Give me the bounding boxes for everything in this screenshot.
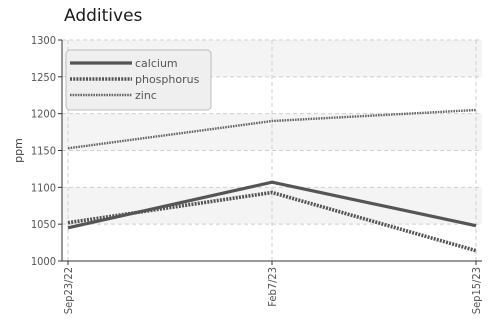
- y-tick-label: 1050: [31, 218, 56, 231]
- legend-label-phosphorus: phosphorus: [135, 73, 200, 86]
- y-tick-label: 1150: [31, 145, 56, 158]
- y-axis-label: ppm: [12, 138, 25, 163]
- y-tick-label: 1000: [31, 255, 56, 268]
- x-tick-label: Sep23/22: [62, 267, 75, 314]
- x-tick-label: Feb7/23: [266, 267, 279, 307]
- chart-title: Additives: [64, 6, 143, 26]
- legend-label-zinc: zinc: [135, 89, 157, 102]
- legend: calcium phosphorus zinc: [65, 49, 212, 111]
- legend-label-calcium: calcium: [135, 57, 178, 70]
- y-tick-label: 1250: [31, 71, 56, 84]
- y-tick-label: 1300: [31, 34, 56, 47]
- axes: [58, 39, 482, 265]
- y-tick-label: 1200: [31, 108, 56, 121]
- series-layer: [67, 108, 477, 253]
- y-tick-label: 1100: [31, 181, 56, 194]
- x-tick-label: Sep15/23: [470, 267, 483, 314]
- tick-labels: 1000 1050 1100 1150 1200 1250 1300 Sep23/22 Feb7…: [31, 34, 483, 314]
